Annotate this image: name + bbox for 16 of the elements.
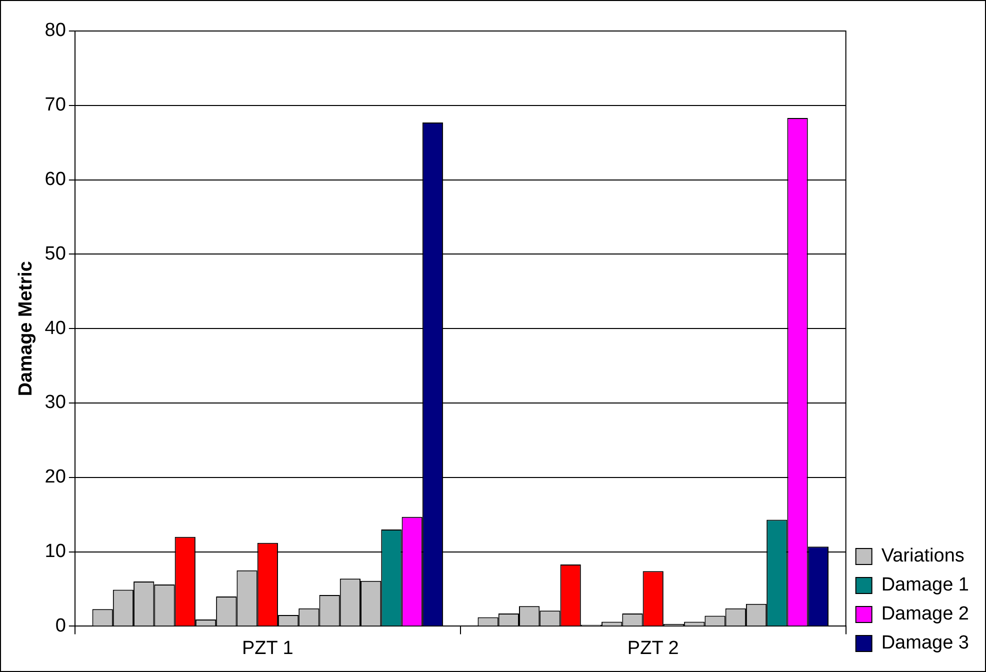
- y-axis-title: Damage Metric: [16, 260, 37, 396]
- legend-label: Damage 2: [881, 604, 970, 625]
- y-tick-label: 40: [44, 318, 66, 339]
- x-tick-label: PZT 1: [242, 638, 294, 659]
- y-tick-label: 60: [44, 169, 66, 190]
- y-tick-label: 30: [44, 392, 66, 414]
- y-tick-label: 0: [55, 615, 66, 636]
- y-tick-label: 10: [44, 541, 66, 562]
- y-tick-label: 50: [44, 243, 66, 264]
- legend-label: Damage 1: [881, 574, 970, 596]
- legend-label: Damage 3: [881, 632, 970, 654]
- legend-label: Variations: [881, 546, 964, 567]
- y-tick-label: 80: [44, 20, 66, 42]
- x-tick-label: PZT 2: [627, 638, 679, 659]
- y-tick-label: 20: [44, 466, 66, 488]
- y-tick-label: 70: [44, 94, 66, 116]
